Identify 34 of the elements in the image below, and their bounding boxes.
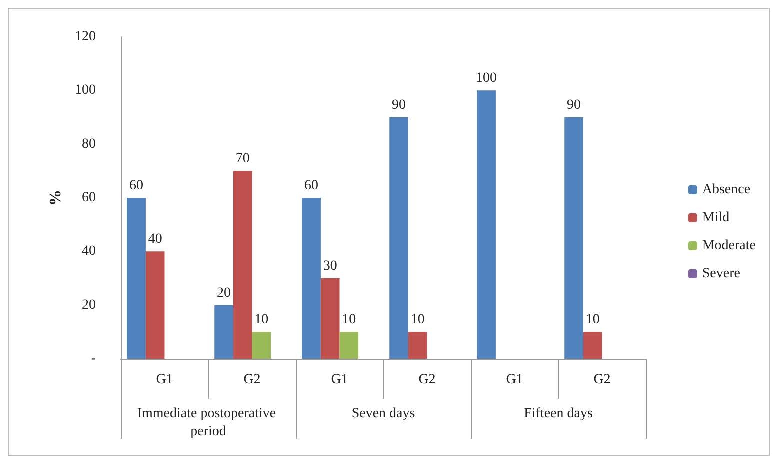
data-label: 20: [217, 286, 232, 301]
y-axis-title: %: [48, 190, 65, 206]
data-label: 90: [567, 98, 582, 113]
y-tick-label: 60: [82, 190, 96, 206]
y-tick-label: 80: [82, 136, 96, 152]
y-tick-label: 40: [82, 244, 96, 260]
legend-label: Moderate: [702, 238, 756, 254]
x-tick-label: G1: [331, 372, 348, 388]
data-label: 60: [304, 178, 319, 194]
data-label: 10: [254, 312, 269, 328]
data-label: 30: [323, 259, 338, 274]
x-tick-label: G2: [418, 372, 436, 388]
x-tick-label: G2: [244, 372, 261, 388]
data-label: 10: [410, 312, 425, 328]
legend-label: Mild: [702, 210, 730, 226]
legend-label: Absence: [702, 182, 751, 198]
data-label: 90: [392, 98, 406, 113]
x-tick-label: G1: [156, 372, 174, 388]
data-label: 10: [586, 312, 600, 328]
data-label: 40: [148, 232, 162, 248]
data-label: 10: [342, 312, 356, 328]
x-tick-label: G1: [506, 372, 524, 388]
data-label: 70: [236, 152, 250, 167]
text: Immediate postoperative period: [137, 406, 280, 440]
y-tick-label: 120: [75, 30, 96, 44]
x-tick-label: G2: [594, 372, 611, 388]
data-label: 60: [130, 178, 144, 194]
y-tick-label: -: [91, 352, 96, 366]
y-tick-label: 100: [75, 83, 96, 98]
legend-label: Severe: [702, 266, 740, 282]
data-label: 100: [476, 71, 498, 86]
y-tick-label: 20: [82, 298, 96, 313]
text: Seven days: [352, 406, 416, 422]
text: Fifteen days: [524, 406, 593, 422]
